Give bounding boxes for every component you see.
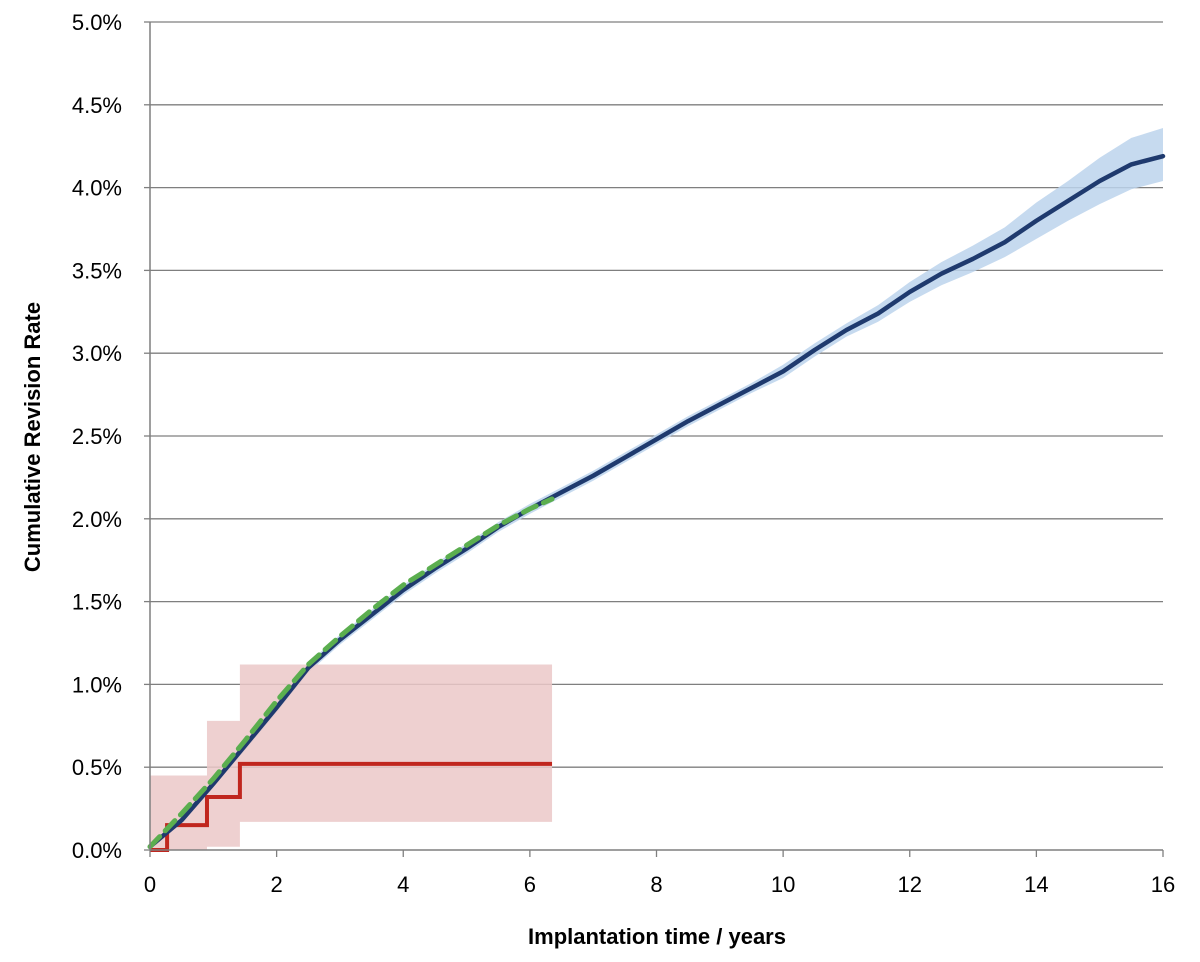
x-axis-title: Implantation time / years (528, 924, 786, 949)
confidence-band-2 (150, 422, 553, 850)
y-tick-label: 4.0% (72, 176, 122, 201)
x-tick-label: 12 (898, 872, 922, 897)
y-tick-label: 4.5% (72, 93, 122, 118)
gridlines (150, 21, 1163, 768)
y-tick-label: 5.0% (72, 10, 122, 35)
x-tick-label: 10 (771, 872, 795, 897)
y-tick-label: 1.5% (72, 590, 122, 615)
confidence-band-0 (150, 127, 1163, 849)
x-tick-label: 6 (524, 872, 536, 897)
y-tick-label: 2.0% (72, 507, 122, 532)
series-step-line (150, 761, 553, 852)
y-axis-title: Cumulative Revision Rate (20, 302, 45, 572)
y-tick-label: 3.5% (72, 258, 122, 283)
x-tick-label: 14 (1024, 872, 1048, 897)
series-lines (147, 153, 1166, 852)
x-tick-label: 16 (1151, 872, 1175, 897)
x-tick-label: 8 (650, 872, 662, 897)
x-tick-label: 4 (397, 872, 409, 897)
confidence-bands (150, 127, 1163, 850)
x-tick-label: 2 (271, 872, 283, 897)
x-tick-label: 0 (144, 872, 156, 897)
axes (144, 21, 1164, 857)
y-tick-label: 2.5% (72, 424, 122, 449)
y-tick-label: 3.0% (72, 341, 122, 366)
y-tick-label: 0.5% (72, 755, 122, 780)
y-tick-label: 1.0% (72, 672, 122, 697)
series-dashed-line (147, 496, 555, 850)
tick-labels: 0.0% 0.5% 1.0% 1.5% 2.0% 2.5% 3.0% 3.5% 4.0% 4.5%… (72, 10, 1175, 897)
y-tick-label: 0.0% (72, 838, 122, 863)
